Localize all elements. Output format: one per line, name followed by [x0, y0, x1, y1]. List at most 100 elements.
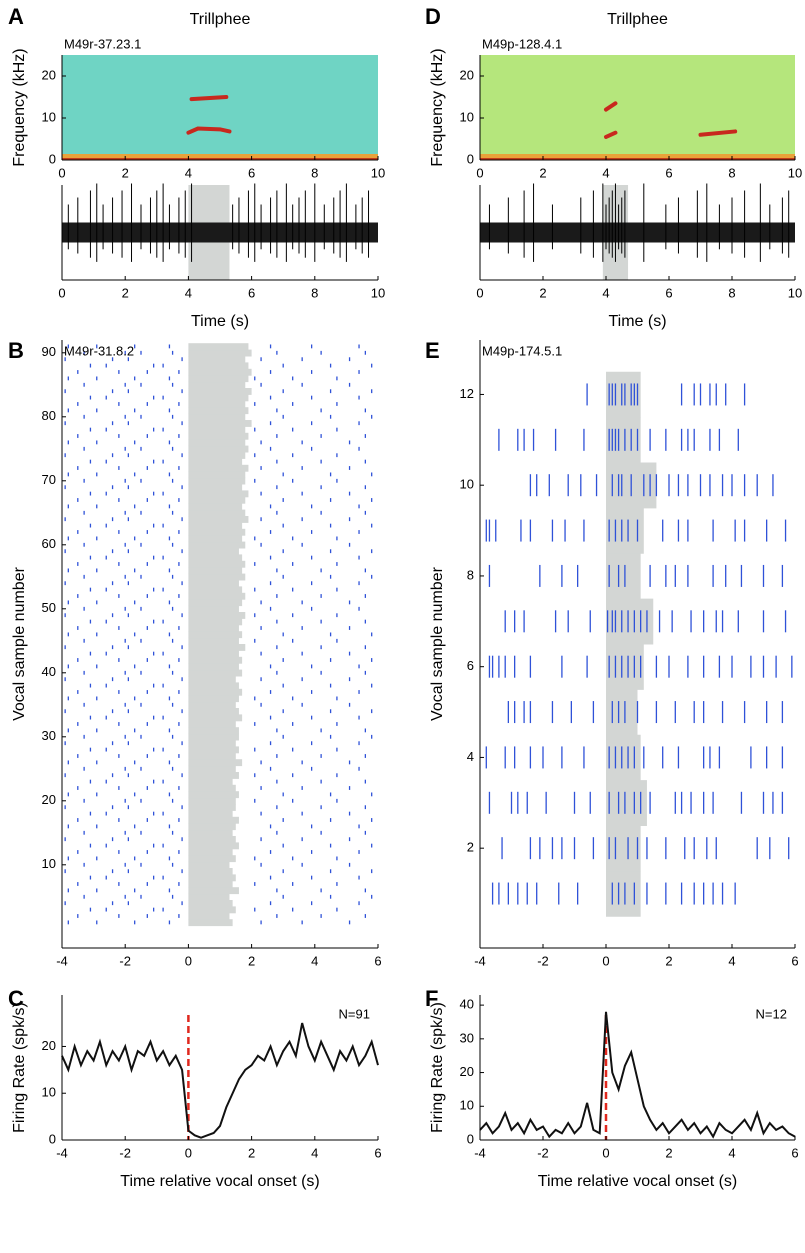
x-tick-label: 6 [248, 165, 255, 180]
sample-id: M49r-31.8.2 [64, 343, 134, 358]
vocal-shade [188, 554, 243, 562]
panel-title: Trillphee [607, 11, 668, 28]
x-tick-label: 2 [122, 285, 129, 300]
vocal-shade [188, 516, 249, 523]
x-tick-label: 4 [602, 165, 609, 180]
x-tick-label: 4 [728, 1145, 735, 1160]
vocal-shade [188, 695, 239, 703]
panel-letter: E [425, 338, 440, 363]
annotation: N=12 [756, 1006, 787, 1021]
y-tick-label: 12 [460, 386, 474, 401]
vocal-shade [188, 381, 246, 389]
y-tick-label: 10 [42, 1085, 56, 1100]
vocal-shade [188, 752, 236, 760]
y-tick-label: 0 [49, 151, 56, 166]
vocal-shade [188, 727, 239, 735]
panel-title: Trillphee [190, 11, 251, 28]
vocal-shade [606, 598, 654, 645]
sample-id: M49p-174.5.1 [482, 343, 562, 358]
vocal-shade [606, 417, 641, 464]
trace-band [62, 222, 378, 243]
panel-letter: D [425, 4, 441, 29]
vocal-shade [188, 464, 249, 472]
vocal-shade [188, 618, 243, 626]
vocal-shade [188, 656, 243, 664]
x-tick-label: 2 [248, 953, 255, 968]
x-tick-label: 0 [476, 165, 483, 180]
vocal-shade [188, 528, 246, 536]
x-tick-label: 0 [602, 953, 609, 968]
vocal-shade [188, 842, 239, 850]
y-tick-label: 2 [467, 840, 474, 855]
trace-band [480, 222, 795, 243]
panel-letter: B [8, 338, 24, 363]
vocal-shade [188, 573, 246, 581]
x-tick-label: -2 [537, 1145, 549, 1160]
x-tick-label: 0 [476, 285, 483, 300]
spectrogram-floor [480, 158, 795, 160]
y-tick-label: 0 [467, 1131, 474, 1146]
vocal-shade [188, 784, 236, 792]
x-tick-label: 10 [788, 285, 802, 300]
x-tick-label: 10 [371, 165, 385, 180]
x-tick-label: -4 [474, 1145, 486, 1160]
vocal-shade [188, 420, 252, 427]
x-tick-label: 6 [248, 285, 255, 300]
vocal-shade [188, 797, 236, 805]
vocal-shade [188, 541, 246, 549]
vocal-shade [188, 682, 239, 690]
vocal-shade [188, 471, 246, 479]
vocal-shade [188, 778, 233, 786]
x-tick-label: 2 [248, 1145, 255, 1160]
x-tick-label: -2 [119, 953, 131, 968]
vocal-shade [188, 586, 243, 594]
x-tick-label: 6 [791, 1145, 798, 1160]
vocal-shade [188, 612, 246, 619]
x-axis-label: Time (s) [608, 313, 666, 330]
x-tick-label: -2 [537, 953, 549, 968]
vocal-shade [188, 663, 239, 671]
x-tick-label: 2 [665, 1145, 672, 1160]
vocal-shade [188, 861, 230, 869]
call-contour [189, 95, 229, 102]
x-tick-label: 4 [311, 953, 318, 968]
rate-line [61, 1022, 379, 1139]
annotation: N=91 [339, 1006, 370, 1021]
vocal-shade [188, 407, 249, 415]
panel-letter: C [8, 986, 24, 1011]
vocal-shade [188, 823, 236, 831]
vocal-shade [188, 368, 252, 376]
vocal-shade [188, 452, 246, 459]
y-axis-label: Vocal sample number [11, 566, 28, 721]
vocal-shade [188, 676, 236, 683]
y-tick-label: 0 [467, 151, 474, 166]
vocal-shade [188, 356, 246, 363]
x-tick-label: 10 [788, 165, 802, 180]
y-tick-label: 10 [42, 856, 56, 871]
vocal-shade [188, 669, 243, 677]
x-tick-label: 2 [539, 165, 546, 180]
x-tick-label: 4 [311, 1145, 318, 1160]
y-tick-label: 10 [460, 1098, 474, 1113]
x-tick-label: 4 [185, 165, 192, 180]
x-tick-label: 6 [374, 1145, 381, 1160]
vocal-shade [188, 855, 236, 863]
vocal-shade [188, 759, 243, 767]
y-tick-label: 20 [42, 792, 56, 807]
vocal-shade [188, 688, 243, 696]
x-tick-label: -2 [119, 1145, 131, 1160]
call-contour [186, 126, 232, 135]
x-tick-label: 6 [665, 285, 672, 300]
x-tick-label: 2 [122, 165, 129, 180]
vocal-shade [188, 740, 236, 747]
y-tick-label: 20 [460, 67, 474, 82]
vocal-shade [188, 490, 249, 498]
x-tick-label: 8 [728, 285, 735, 300]
x-axis-label: Time (s) [191, 313, 249, 330]
vocal-shade [188, 772, 239, 779]
vocal-shade [188, 535, 243, 543]
vocal-shade [188, 560, 246, 568]
vocal-shade [188, 644, 246, 651]
vocal-shade [188, 432, 249, 440]
y-tick-label: 60 [42, 536, 56, 551]
